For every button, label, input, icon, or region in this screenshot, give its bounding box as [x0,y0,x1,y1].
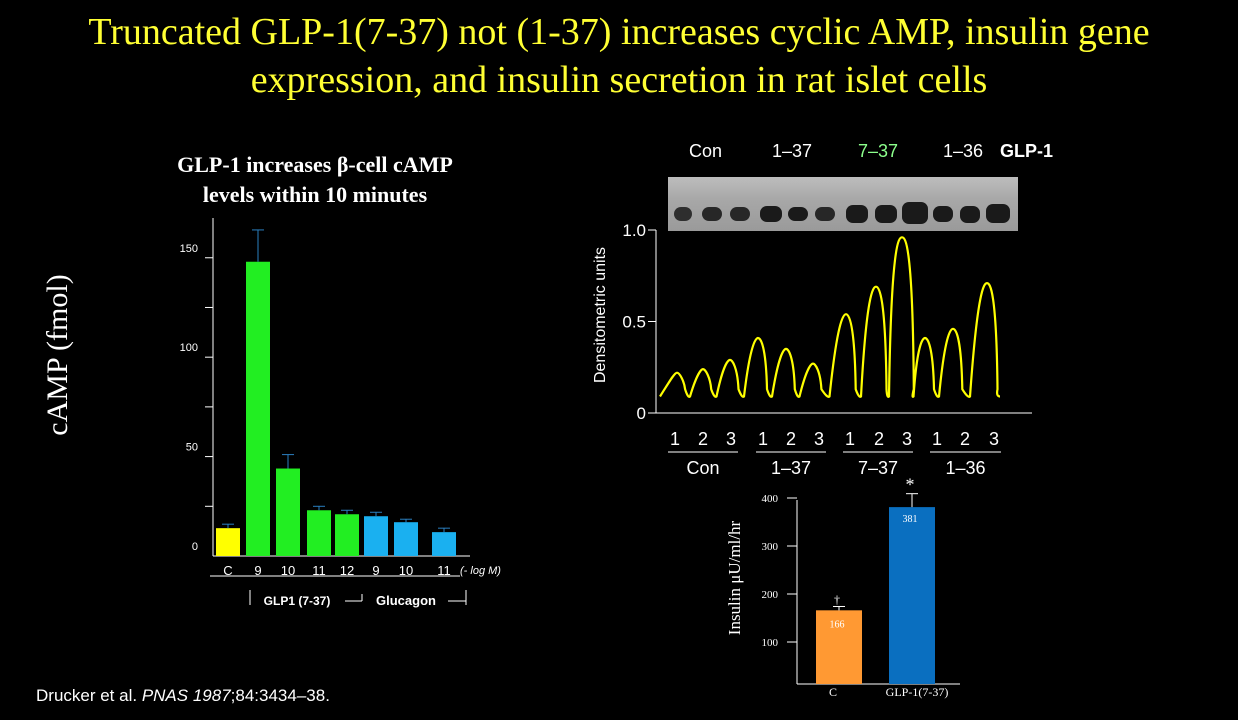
camp-x-unit-label: (- log M) [460,565,501,577]
gel-band [933,206,953,222]
camp-bar [364,516,388,556]
gel-label-glp1: GLP-1 [1000,141,1054,161]
dens-y-tick-label: 1.0 [622,221,646,240]
dens-lane-label: 3 [989,429,999,449]
insulin-significance-marker: * [906,475,915,495]
insulin-bar-value-label: 166 [830,619,845,630]
insulin-y-tick-label: 100 [762,637,779,649]
citation-suffix: ;84:3434–38. [230,686,330,705]
camp-bar [246,261,270,556]
dens-lane-label: 3 [814,429,824,449]
gel-band [674,207,692,221]
camp-x-tick-label: 9 [254,563,261,578]
camp-bar [394,522,418,556]
camp-x-tick-label: 11 [312,563,326,578]
insulin-y-tick-label: 400 [762,493,779,505]
gel-band [702,207,722,221]
gel-band [986,204,1010,223]
glucagon-group-label: Glucagon [376,593,436,608]
gel-band [960,206,980,223]
gel-label-1-37: 1–37 [772,141,813,161]
gel-blot-image [668,177,1018,231]
camp-bar [307,510,331,556]
camp-chart-title-line-2: levels within 10 minutes [202,182,428,207]
dens-group-label: 7–37 [858,458,898,478]
citation: Drucker et al. PNAS 1987;84:3434–38. [36,686,330,706]
camp-chart-title-line-1: GLP-1 increases β-cell cAMP [177,152,453,177]
camp-x-tick-label: C [223,563,232,578]
camp-x-tick-label: 10 [281,563,295,578]
gel-band [815,207,835,221]
camp-x-tick-label: 11 [437,563,451,578]
insulin-bar [889,507,935,684]
dens-lane-label: 2 [874,429,884,449]
dens-lane-label: 2 [786,429,796,449]
gel-label-1-36: 1–36 [943,141,984,161]
dens-lane-label: 3 [902,429,912,449]
dens-group-label: 1–36 [945,458,985,478]
camp-bar [335,514,359,556]
camp-y-tick-label: 150 [180,243,198,255]
slide-title: Truncated GLP-1(7-37) not (1-37) increas… [0,8,1238,104]
insulin-x-tick-label: C [829,685,837,699]
gel-band [846,205,868,223]
gel-band [730,207,750,221]
dens-lane-label: 1 [758,429,768,449]
camp-y-tick-label: 100 [180,342,198,354]
camp-x-tick-label: 12 [340,563,354,578]
dens-lane-label: 1 [845,429,855,449]
insulin-y-tick-label: 300 [762,541,779,553]
gel-band [788,207,808,221]
insulin-x-tick-label: GLP-1(7-37) [886,685,949,699]
dens-group-label: 1–37 [771,458,811,478]
camp-chart-title: GLP-1 increases β-cell cAMP levels withi… [130,150,500,210]
dens-lane-label: 1 [670,429,680,449]
insulin-bar [816,610,862,684]
gel-label-7-37: 7–37 [858,141,899,161]
slide-title-line-1: Truncated GLP-1(7-37) not (1-37) increas… [88,11,1150,53]
gel-band [760,206,782,222]
gel-band [902,202,928,224]
dens-lane-label: 3 [726,429,736,449]
dens-lane-label: 2 [698,429,708,449]
camp-x-tick-label: 9 [372,563,379,578]
camp-y-tick-label: 50 [186,442,198,454]
insulin-y-tick-label: 200 [762,589,779,601]
camp-bar [216,528,240,556]
densitometric-trace-line [659,236,1001,398]
dens-y-tick-label: 0 [637,404,646,423]
dens-y-tick-label: 0.5 [622,313,646,332]
camp-x-tick-label: 10 [399,563,413,578]
camp-bar [276,468,300,556]
insulin-significance-marker: † [834,592,840,606]
dens-group-label: Con [686,458,719,478]
glp1-group-label: GLP1 (7-37) [264,594,331,608]
camp-bar [432,532,456,556]
gel-label-con: Con [689,141,723,161]
slide-title-line-2: expression, and insulin secretion in rat… [250,59,988,101]
dens-lane-label: 1 [932,429,942,449]
gel-band [875,205,897,223]
camp-y-tick-label: 0 [192,541,198,553]
citation-prefix: Drucker et al. [36,686,142,705]
dens-lane-label: 2 [960,429,970,449]
citation-journal: PNAS 1987 [141,686,231,705]
insulin-bar-value-label: 381 [903,514,918,525]
